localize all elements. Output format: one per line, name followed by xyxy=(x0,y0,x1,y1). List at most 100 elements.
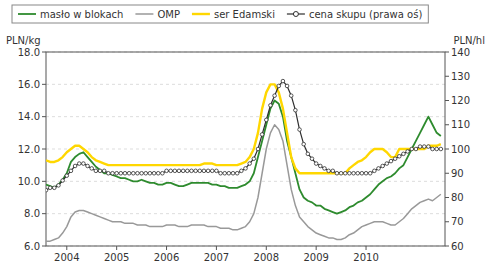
series-point xyxy=(335,171,339,175)
series-point xyxy=(169,169,173,173)
series-point xyxy=(331,169,335,173)
series-point xyxy=(285,84,289,88)
series-point xyxy=(410,147,414,151)
series-point xyxy=(69,169,73,173)
y-axis-title: PLN/kg xyxy=(6,35,41,46)
series-point xyxy=(136,171,140,175)
series-point xyxy=(435,147,439,151)
series-point xyxy=(198,169,202,173)
grid-line xyxy=(46,149,445,150)
grid-line xyxy=(46,181,445,182)
x-tick xyxy=(316,246,317,250)
series-point xyxy=(302,142,306,146)
legend-item: OMP xyxy=(135,9,180,20)
x-tick-label: 2004 xyxy=(54,252,79,263)
series-point xyxy=(115,171,119,175)
series-point xyxy=(65,174,69,178)
series-line xyxy=(46,125,441,241)
legend-label: masło w blokach xyxy=(40,9,123,20)
series-point xyxy=(190,169,194,173)
x-tick-label: 2010 xyxy=(353,252,378,263)
series-point xyxy=(123,171,127,175)
series-point xyxy=(269,104,273,108)
x-tick-label: 2005 xyxy=(104,252,129,263)
x-tick xyxy=(366,246,367,250)
series-point xyxy=(73,164,77,168)
series-point xyxy=(360,171,364,175)
y-tick-label: 10.0 xyxy=(18,176,40,187)
series-point xyxy=(61,179,65,183)
series-point xyxy=(339,171,343,175)
y2-axis-title: PLN/hl xyxy=(453,35,485,46)
series-point xyxy=(418,145,422,149)
series-point xyxy=(260,133,264,137)
series-point xyxy=(111,171,115,175)
y-tick xyxy=(42,52,46,53)
x-tick xyxy=(166,246,167,250)
series-point xyxy=(194,169,198,173)
grid xyxy=(46,52,445,246)
y-tick xyxy=(42,116,46,117)
y2-tick xyxy=(445,173,449,174)
series-point xyxy=(294,108,298,112)
series-point xyxy=(206,169,210,173)
x-tick-label: 2008 xyxy=(254,252,279,263)
y2-tick xyxy=(445,52,449,53)
y2-tick xyxy=(445,149,449,150)
x-tick-label: 2009 xyxy=(303,252,328,263)
series-point xyxy=(181,169,185,173)
y-tick-label: 14.0 xyxy=(18,111,40,122)
series-point xyxy=(298,128,302,132)
x-tick-label: 2007 xyxy=(204,252,229,263)
legend-label: ser Edamski xyxy=(214,9,275,20)
series-point xyxy=(161,171,165,175)
series-point xyxy=(156,171,160,175)
series-point xyxy=(377,167,381,171)
series-line xyxy=(46,101,441,214)
series-point xyxy=(210,169,214,173)
series-point xyxy=(327,169,331,173)
series-point xyxy=(289,94,293,98)
y2-tick-label: 140 xyxy=(451,47,470,58)
data xyxy=(46,79,443,241)
axes: 6.08.010.012.014.016.018.060708090100110… xyxy=(18,47,470,264)
series-point xyxy=(427,145,431,149)
series-point xyxy=(244,167,248,171)
series-point xyxy=(389,159,393,163)
series-point xyxy=(281,79,285,83)
series-point xyxy=(406,150,410,154)
grid-line xyxy=(46,84,445,85)
series-point xyxy=(48,186,52,190)
x-tick xyxy=(66,246,67,250)
series-point xyxy=(306,152,310,156)
y-tick-label: 12.0 xyxy=(18,144,40,155)
legend-item: cena skupu (prawa oś) xyxy=(287,9,422,20)
y2-tick-label: 130 xyxy=(451,71,470,82)
series-point xyxy=(144,171,148,175)
series-point xyxy=(240,169,244,173)
y-tick-label: 8.0 xyxy=(24,208,40,219)
series-point xyxy=(343,171,347,175)
series-point xyxy=(46,188,48,192)
legend-frame xyxy=(12,5,428,23)
series-point xyxy=(102,169,106,173)
legend-swatch xyxy=(192,13,210,15)
legend-label: cena skupu (prawa oś) xyxy=(309,9,422,20)
y-tick-label: 6.0 xyxy=(24,241,40,252)
legend-label: OMP xyxy=(157,9,180,20)
series-point xyxy=(439,147,443,151)
y2-tick xyxy=(445,197,449,198)
legend: masło w blokach OMP ser Edamski cena skupu … xyxy=(12,5,428,23)
x-tick-label: 2006 xyxy=(154,252,179,263)
legend-marker xyxy=(293,12,298,17)
series-point xyxy=(227,171,231,175)
y2-tick xyxy=(445,124,449,125)
series-point xyxy=(368,171,372,175)
y-tick xyxy=(42,246,46,247)
series-point xyxy=(252,157,256,161)
x-tick xyxy=(266,246,267,250)
series-point xyxy=(177,169,181,173)
y-tick-label: 16.0 xyxy=(18,79,40,90)
series-point xyxy=(202,169,206,173)
y2-tick-label: 70 xyxy=(451,216,464,227)
